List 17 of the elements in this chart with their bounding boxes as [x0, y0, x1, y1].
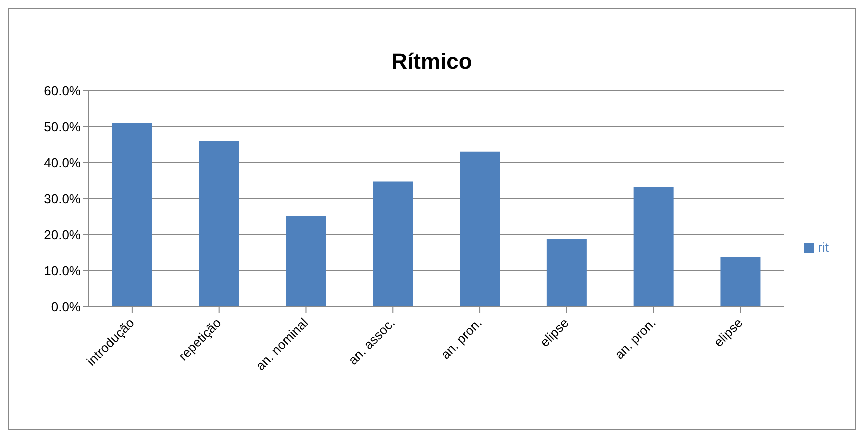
y-tick-label: 10.0%	[44, 264, 82, 279]
chart-title: Rítmico	[390, 49, 474, 76]
bar	[112, 123, 152, 307]
bar	[720, 256, 761, 307]
y-tick-label: 0.0%	[51, 300, 82, 315]
y-tick-label: 30.0%	[44, 192, 82, 207]
bar	[286, 216, 326, 307]
bar	[634, 187, 674, 307]
y-tick-label: 50.0%	[44, 120, 82, 135]
bar	[373, 182, 414, 307]
bar	[460, 152, 500, 307]
bar	[199, 141, 240, 307]
y-tick-label: 60.0%	[44, 84, 82, 99]
legend-label: rit	[818, 240, 829, 254]
y-tick-label: 40.0%	[44, 156, 82, 171]
bar	[546, 239, 587, 307]
y-tick-label: 20.0%	[44, 228, 82, 243]
